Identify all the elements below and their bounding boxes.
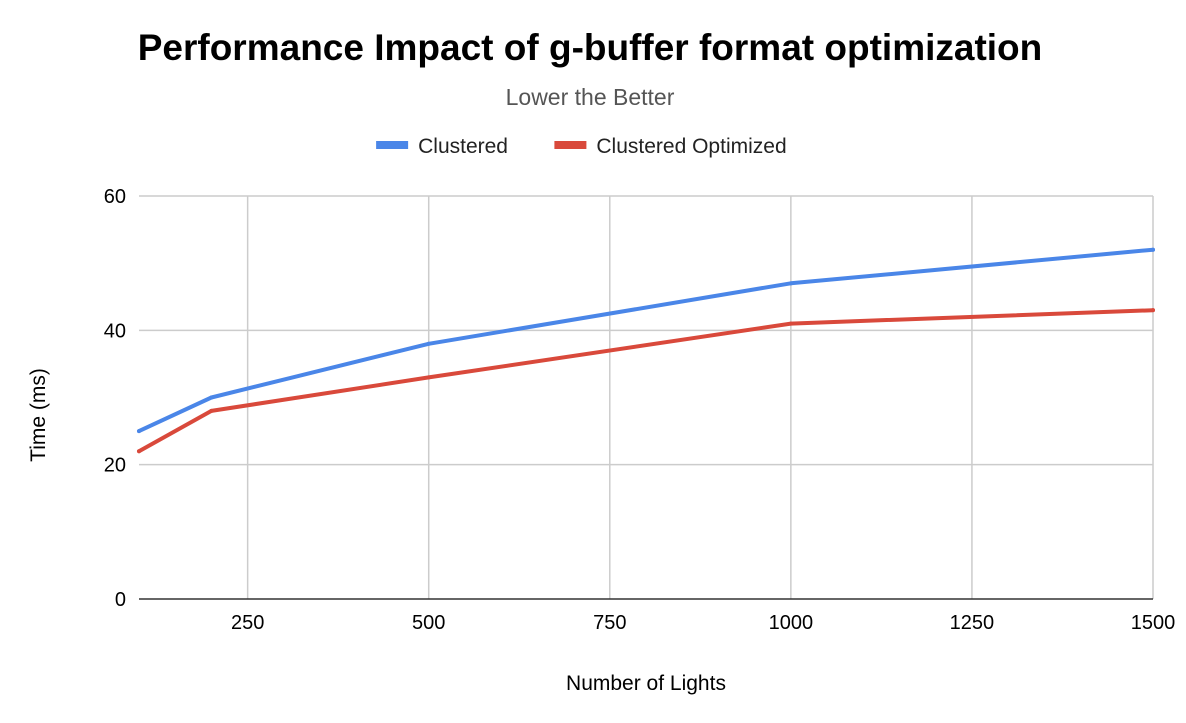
x-tick-label: 1500 (1131, 612, 1176, 634)
x-tick-label: 1250 (950, 612, 995, 634)
data-point (426, 341, 431, 346)
chart-subtitle: Lower the Better (506, 84, 675, 110)
data-point (137, 429, 141, 434)
legend: Clustered Clustered Optimized (376, 135, 787, 158)
data-point (426, 375, 431, 380)
y-axis-label: Time (ms) (27, 368, 50, 462)
grid (139, 195, 1154, 599)
data-point (137, 449, 141, 454)
x-tick-label: 500 (412, 612, 445, 634)
axes: 0 20 40 60 250 500 750 1000 1250 1500 (104, 186, 1176, 634)
legend-label: Clustered (418, 135, 508, 158)
x-tick-label: 250 (231, 612, 264, 634)
series-line-1 (137, 247, 1155, 434)
x-tick-label: 750 (593, 612, 626, 634)
y-tick-label: 60 (104, 186, 126, 208)
series-lines (137, 247, 1155, 454)
data-point (209, 408, 214, 413)
data-point (1151, 247, 1155, 252)
legend-label: Clustered Optimized (596, 135, 786, 158)
chart-title: Performance Impact of g-buffer format op… (138, 27, 1043, 68)
x-axis-label: Number of Lights (566, 672, 726, 695)
data-point (209, 395, 214, 400)
data-point (1151, 308, 1155, 313)
series-line-2 (137, 308, 1155, 454)
y-tick-label: 0 (115, 589, 126, 611)
data-point (788, 281, 793, 286)
data-point (788, 321, 793, 326)
legend-swatch (554, 141, 587, 149)
x-tick-label: 1000 (769, 612, 814, 634)
legend-swatch (376, 141, 409, 149)
y-tick-label: 40 (104, 320, 126, 342)
y-tick-label: 20 (104, 455, 126, 477)
